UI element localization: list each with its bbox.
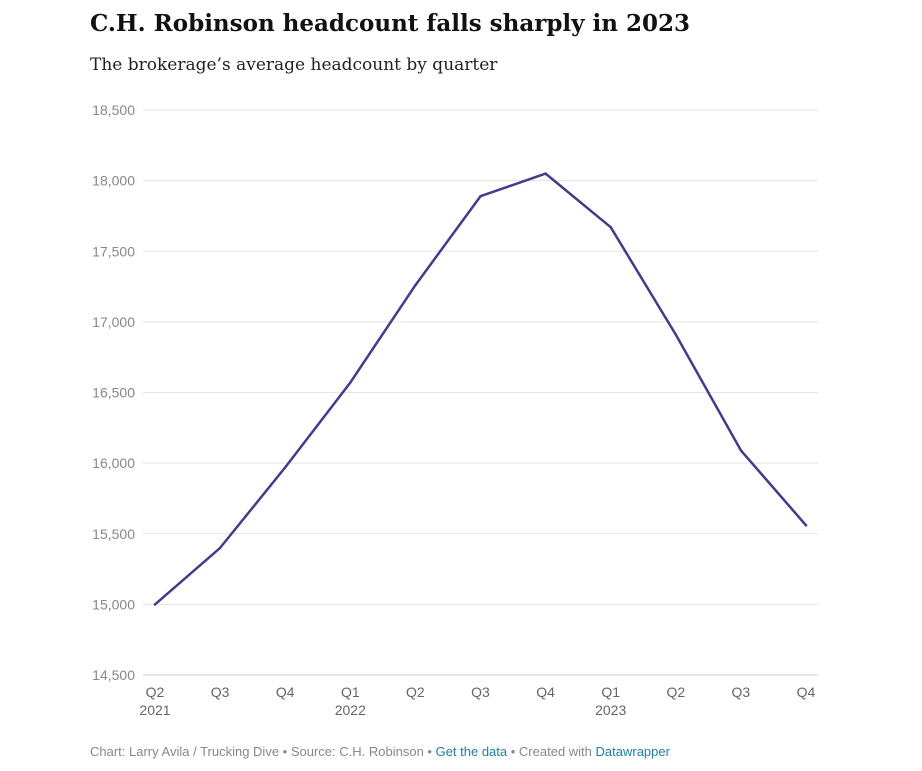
- series-headcount: [153, 172, 808, 606]
- x-tick-label: Q2: [666, 684, 685, 700]
- data-point: [674, 333, 677, 336]
- x-tick-label: Q3: [471, 684, 490, 700]
- data-point: [153, 603, 157, 606]
- chart-subtitle: The brokerage’s average headcount by qua…: [90, 55, 498, 75]
- y-tick-label: 14,500: [92, 667, 135, 683]
- data-point: [609, 226, 612, 229]
- footer-separator: •: [423, 744, 436, 759]
- footer-created-with: Created with: [518, 744, 596, 759]
- y-tick-label: 15,000: [92, 596, 135, 612]
- y-tick-label: 15,500: [92, 526, 135, 542]
- x-year-label: 2023: [595, 702, 626, 718]
- x-tick-label: Q3: [732, 684, 751, 700]
- line-chart: 14,500 15,000 15,500 16,000 16,500 17,000 17,5…: [92, 102, 818, 718]
- y-tick-label: 16,500: [92, 385, 135, 401]
- x-axis: Q2 2021 Q3 Q4 Q1 2022 Q2 Q3 Q4 Q1 2023 Q2 Q3 Q4: [139, 684, 815, 718]
- x-tick-label: Q2: [146, 684, 165, 700]
- chart-title: C.H. Robinson headcount falls sharply in…: [90, 10, 691, 37]
- x-year-label: 2022: [335, 702, 366, 718]
- footer-separator: •: [507, 744, 519, 759]
- grid-lines: [143, 109, 818, 676]
- data-point: [414, 283, 417, 287]
- x-tick-label: Q3: [211, 684, 230, 700]
- data-point: [284, 466, 287, 469]
- data-point: [479, 194, 482, 198]
- x-year-label: 2021: [139, 702, 170, 718]
- datawrapper-link[interactable]: Datawrapper: [595, 744, 670, 759]
- data-point: [218, 546, 222, 550]
- chart-footer: Chart: Larry Avila / Trucking Dive • Sou…: [90, 744, 670, 759]
- y-tick-label: 18,000: [92, 173, 135, 189]
- data-point: [804, 524, 808, 527]
- x-tick-label: Q4: [536, 684, 555, 700]
- x-tick-label: Q1: [341, 684, 360, 700]
- y-axis: 14,500 15,000 15,500 16,000 16,500 17,000 17,5…: [92, 102, 135, 683]
- footer-source: Source: C.H. Robinson: [290, 744, 424, 759]
- series-line: [153, 172, 808, 606]
- x-tick-label: Q1: [601, 684, 620, 700]
- footer-credit: Chart: Larry Avila / Trucking Dive: [90, 744, 280, 759]
- get-the-data-link[interactable]: Get the data: [435, 744, 508, 759]
- footer-separator: •: [279, 744, 291, 759]
- x-tick-label: Q4: [797, 684, 816, 700]
- data-point: [544, 172, 547, 175]
- x-tick-label: Q2: [406, 684, 425, 700]
- y-tick-label: 18,500: [92, 102, 135, 118]
- data-point: [739, 449, 743, 452]
- y-tick-label: 17,000: [92, 314, 135, 330]
- x-tick-label: Q4: [276, 684, 295, 700]
- data-point: [349, 381, 352, 384]
- y-tick-label: 17,500: [92, 243, 135, 259]
- y-tick-label: 16,000: [92, 455, 135, 471]
